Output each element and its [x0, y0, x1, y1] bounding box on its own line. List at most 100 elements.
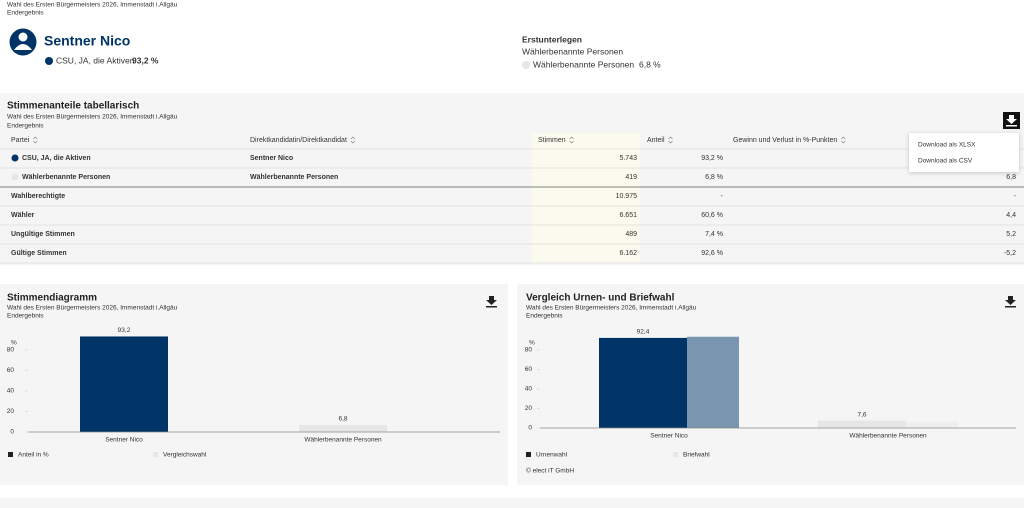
bar	[906, 421, 958, 428]
y-tick-label: 40	[7, 388, 15, 395]
votes: 419	[625, 174, 637, 181]
chart-subtitle: Wahl des Ersten Bürgermeisters 2026, Imm…	[7, 305, 178, 312]
chart-footer: © elect iT GmbH	[526, 467, 574, 475]
party: CSU, JA, die Aktiven	[22, 155, 91, 162]
summary-label: Wähler	[11, 212, 35, 219]
legend-swatch	[673, 452, 678, 457]
chart-title: Stimmendiagramm	[7, 293, 97, 304]
chart-title: Vergleich Urnen- und Briefwahl	[526, 293, 675, 304]
change: 6,8	[1006, 174, 1016, 181]
change: -5,2	[1004, 250, 1016, 257]
value-label: 93,2	[118, 327, 131, 334]
table-subtitle: Wahl des Ersten Bürgermeisters 2026, Imm…	[7, 114, 178, 121]
votes: 5.743	[619, 155, 637, 162]
y-tick-label: 20	[525, 405, 533, 412]
party-dot	[45, 57, 53, 65]
y-tick-label: 60	[7, 367, 15, 374]
legend-label: Urnenwahl	[536, 452, 568, 459]
share: 7,4 %	[705, 231, 723, 238]
legend-swatch	[526, 452, 531, 457]
change: -	[1014, 193, 1017, 200]
summary-label: Wahlberechtigte	[11, 193, 65, 200]
sort-icon[interactable]	[668, 136, 673, 144]
bar	[687, 336, 739, 428]
share: 60,6 %	[701, 212, 723, 219]
party-dot	[11, 154, 19, 162]
bar	[299, 425, 387, 432]
chart-status: Endergebnis	[526, 313, 563, 320]
chart-panel	[517, 284, 1024, 485]
column-header[interactable]: Gewinn und Verlust in %-Punkten	[733, 137, 837, 144]
y-tick-label: 40	[525, 386, 533, 393]
votes: 10.975	[616, 193, 638, 200]
runner-up-name: Wählerbenannte Personen	[522, 46, 623, 56]
column-header[interactable]: Partei	[11, 137, 30, 144]
bar	[80, 336, 168, 432]
chart-status: Endergebnis	[7, 313, 44, 320]
menu-item[interactable]: Download als CSV	[918, 158, 973, 165]
legend-label: Briefwahl	[683, 452, 710, 459]
change: 4,4	[1006, 212, 1016, 219]
votes: 489	[625, 231, 637, 238]
runner-up-party: Wählerbenannte Personen	[533, 59, 634, 69]
column-highlight	[532, 133, 640, 263]
value-label: 7,6	[857, 411, 866, 418]
column-header[interactable]: Anteil	[647, 137, 665, 144]
summary-label: Ungültige Stimmen	[11, 231, 75, 238]
menu-item[interactable]: Download als XLSX	[918, 142, 976, 149]
legend-label: Vergleichswahl	[163, 452, 207, 459]
table-panel	[0, 93, 1024, 265]
column-header[interactable]: Stimmen	[538, 137, 566, 144]
share: 92,6 %	[701, 250, 723, 257]
legend-swatch	[8, 452, 13, 457]
x-tick-label: Sentner Nico	[650, 433, 688, 440]
y-axis-label: %	[11, 340, 17, 347]
status: Endergebnis	[7, 10, 44, 17]
party-dot	[11, 173, 19, 181]
winner-name: Sentner Nico	[44, 33, 130, 49]
y-tick-label: 0	[10, 429, 14, 436]
runner-up-heading: Erstunterlegen	[522, 34, 582, 44]
legend-label: Anteil in %	[18, 452, 49, 459]
summary-label: Gültige Stimmen	[11, 250, 67, 257]
x-tick-label: Wählerbenannte Personen	[849, 433, 927, 440]
download-button[interactable]	[486, 296, 497, 308]
votes: 6.162	[619, 250, 637, 257]
share: 6,8 %	[705, 174, 723, 181]
value-label: 6,8	[338, 416, 347, 423]
sort-icon[interactable]	[841, 136, 846, 144]
party: Wählerbenannte Personen	[22, 174, 110, 181]
chart-subtitle: Wahl des Ersten Bürgermeisters 2026, Imm…	[526, 305, 697, 312]
winner-party: CSU, JA, die Aktiven	[56, 55, 135, 65]
value-label: 92,4	[637, 329, 650, 336]
y-tick-label: 80	[7, 347, 15, 354]
download-button[interactable]	[1003, 112, 1020, 129]
sort-icon[interactable]	[33, 136, 38, 144]
election-name: Wahl des Ersten Bürgermeisters 2026, Imm…	[7, 2, 178, 9]
avatar	[9, 28, 37, 56]
download-menu	[909, 133, 1019, 172]
y-tick-label: 80	[525, 347, 533, 354]
y-tick-label: 20	[7, 408, 15, 415]
table-title: Stimmenanteile tabellarisch	[7, 101, 139, 112]
y-tick-label: 0	[528, 425, 532, 432]
candidate: Sentner Nico	[250, 155, 293, 162]
candidate: Wählerbenannte Personen	[250, 174, 338, 181]
sort-icon[interactable]	[350, 136, 356, 144]
chart-panel	[0, 284, 508, 485]
column-header[interactable]: Direktkandidatin/Direktkandidat	[250, 137, 347, 144]
sort-icon[interactable]	[569, 136, 574, 144]
table-status: Endergebnis	[7, 123, 44, 130]
winner-share: 93,2 %	[132, 55, 159, 65]
change: 5,2	[1006, 231, 1016, 238]
x-tick-label: Sentner Nico	[105, 437, 143, 444]
runner-up-share: 6,8 %	[639, 59, 661, 69]
bar	[818, 420, 906, 428]
share: -	[721, 193, 724, 200]
party-dot	[522, 61, 530, 69]
download-button[interactable]	[1005, 296, 1016, 308]
y-tick-label: 60	[525, 366, 533, 373]
y-axis-label: %	[529, 340, 535, 347]
bar	[599, 337, 687, 428]
